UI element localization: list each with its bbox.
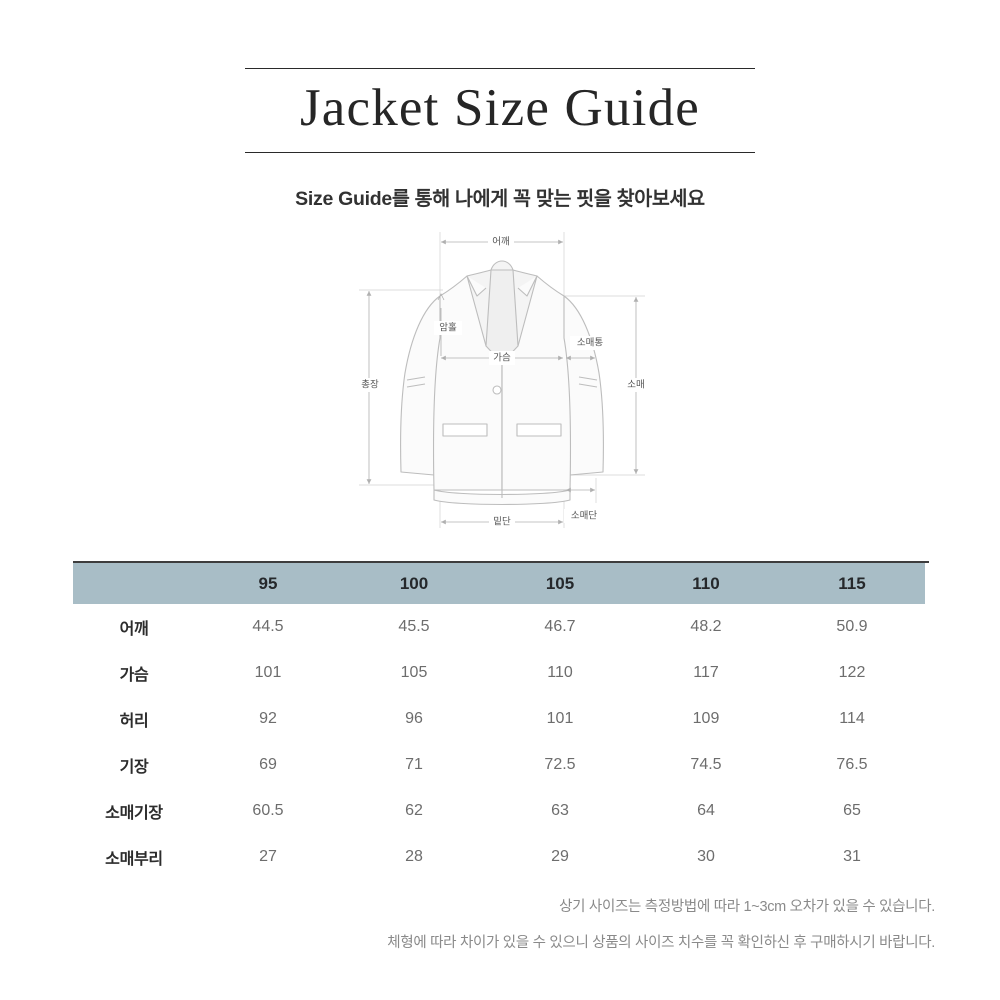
table-row: 기장 69 71 72.5 74.5 76.5 (73, 742, 925, 788)
cell-value: 63 (551, 802, 569, 819)
row-label: 소매기장 (105, 805, 163, 822)
row-label: 기장 (119, 759, 149, 776)
cell-value: 76.5 (836, 756, 868, 773)
jacket-diagram: 어깨 암홀 가슴 소매통 총장 소매 밑단 소매단 (355, 228, 655, 538)
table-row: 어깨 44.5 45.5 46.7 48.2 50.9 (73, 604, 925, 650)
table-corner-cell (73, 563, 195, 604)
label-hem: 밑단 (493, 516, 511, 528)
cell-value: 65 (843, 802, 861, 819)
column-header-size: 105 (487, 563, 633, 604)
title-rule-top (245, 68, 755, 69)
label-sleeve-width: 소매통 (577, 338, 603, 349)
column-header-size: 100 (341, 563, 487, 604)
title-rule-bottom (245, 152, 755, 154)
cell-value: 74.5 (690, 756, 722, 773)
cell-value: 50.9 (836, 618, 868, 635)
cell-value: 72.5 (544, 756, 576, 773)
row-label: 어깨 (119, 621, 149, 638)
size-table: 95 100 105 110 115 어깨 44.5 45.5 46.7 48.… (73, 563, 925, 880)
cell-value: 48.2 (690, 618, 722, 635)
label-total-length: 총장 (361, 380, 379, 391)
jacket-diagram-svg: 어깨 암홀 가슴 소매통 총장 소매 밑단 소매단 (356, 232, 650, 529)
column-header-size: 95 (195, 563, 341, 604)
cell-value: 46.7 (544, 618, 576, 635)
title-block: Jacket Size Guide (245, 68, 755, 154)
cell-value: 122 (838, 664, 866, 681)
page-subtitle: Size Guide를 통해 나에게 꼭 맞는 핏을 찾아보세요 (295, 188, 705, 210)
table-top-rule (73, 561, 929, 563)
diagram-dimension-labels: 어깨 암홀 가슴 소매통 총장 소매 밑단 소매단 (356, 235, 650, 529)
cell-value: 30 (697, 848, 715, 865)
cell-value: 29 (551, 848, 569, 865)
cell-value: 31 (843, 848, 861, 865)
cell-value: 109 (692, 710, 720, 727)
cell-value: 105 (400, 664, 428, 681)
table-header-row: 95 100 105 110 115 (73, 563, 925, 604)
column-header-size: 115 (779, 563, 925, 604)
footnote-bodytype: 체형에 따라 차이가 있을 수 있으니 상품의 사이즈 치수를 꼭 확인하신 후… (387, 934, 935, 951)
row-label: 가슴 (119, 667, 149, 684)
label-sleeve: 소매 (627, 380, 644, 391)
page-title: Jacket Size Guide (299, 79, 701, 137)
cell-value: 71 (405, 756, 423, 773)
table-row: 소매기장 60.5 62 63 64 65 (73, 788, 925, 834)
cell-value: 114 (839, 710, 865, 727)
row-label: 허리 (119, 713, 149, 730)
cell-value: 92 (259, 710, 277, 727)
table-row: 가슴 101 105 110 117 122 (73, 650, 925, 696)
cell-value: 44.5 (252, 618, 284, 635)
cell-value: 28 (405, 848, 423, 865)
cell-value: 45.5 (398, 618, 430, 635)
table-row: 허리 92 96 101 109 114 (73, 696, 925, 742)
footnotes: 상기 사이즈는 측정방법에 따라 1~3cm 오차가 있을 수 있습니다. 체형… (0, 900, 935, 950)
cell-value: 101 (546, 710, 574, 727)
label-shoulder: 어깨 (492, 236, 509, 248)
cell-value: 27 (259, 848, 277, 865)
table-row: 소매부리 27 28 29 30 31 (73, 834, 925, 880)
label-armhole: 암홀 (439, 322, 457, 334)
footnote-tolerance: 상기 사이즈는 측정방법에 따라 1~3cm 오차가 있을 수 있습니다. (559, 899, 935, 915)
cell-value: 62 (405, 802, 423, 819)
cell-value: 117 (693, 664, 719, 681)
column-header-size: 110 (633, 563, 779, 604)
jacket-illustration (400, 260, 604, 506)
cell-value: 96 (405, 710, 423, 727)
cell-value: 101 (254, 664, 282, 681)
cell-value: 110 (547, 664, 573, 681)
label-chest: 가슴 (493, 353, 511, 364)
cell-value: 64 (697, 802, 715, 819)
row-label: 소매부리 (105, 851, 163, 868)
cell-value: 60.5 (252, 802, 284, 819)
cell-value: 69 (259, 756, 277, 773)
label-cuff: 소매단 (571, 511, 597, 522)
